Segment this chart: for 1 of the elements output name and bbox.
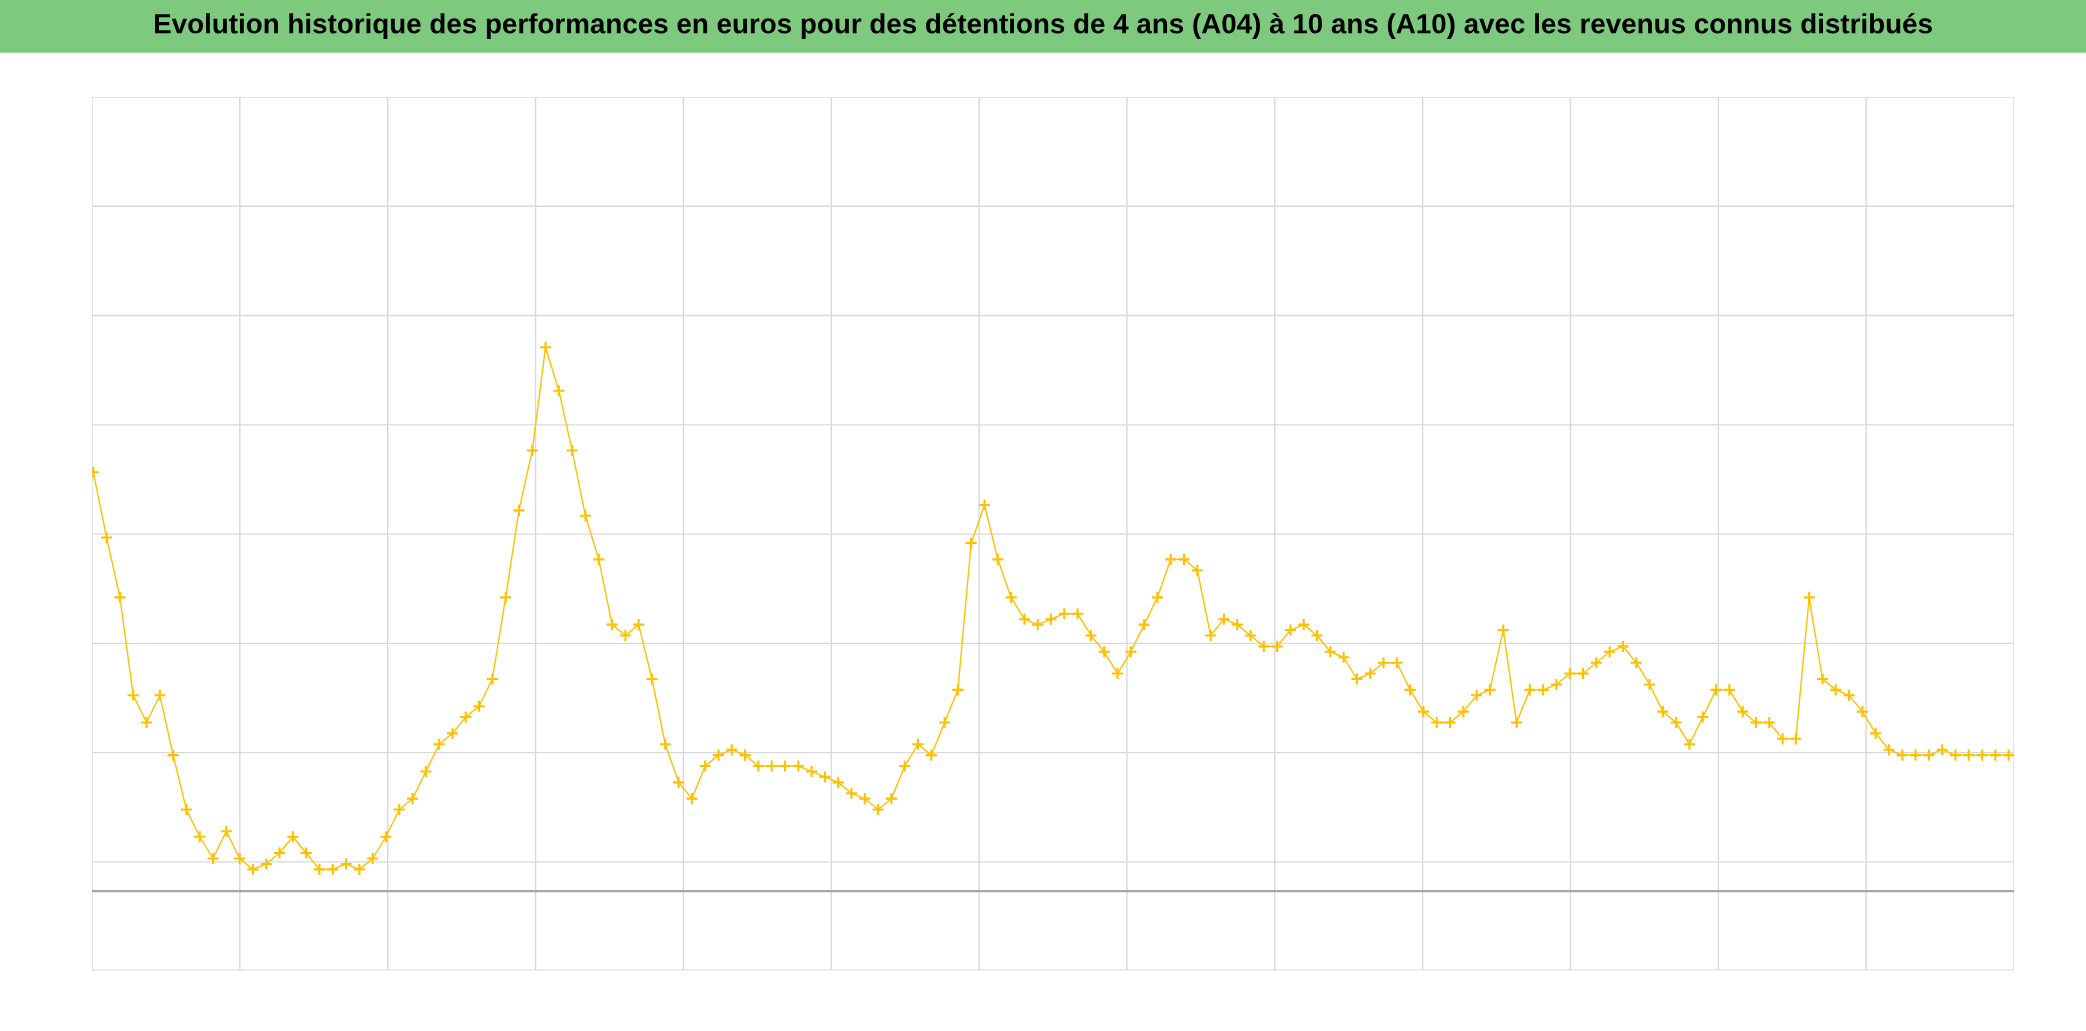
chart-title: Evolution historique des performances en euros pour des détentions de 4 ans (A04) à 10 ans (A10) avec les revenus connus distribués [155,12,1932,40]
